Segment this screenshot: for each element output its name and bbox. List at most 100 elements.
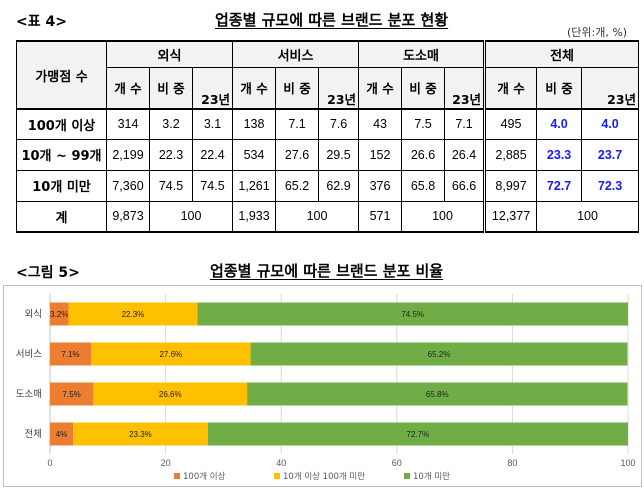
figure-title: 업종별 규모에 따른 브랜드 분포 비율 (210, 262, 444, 280)
table-cell: 138 (232, 108, 277, 140)
row-label: 100개 이상 (16, 108, 107, 140)
legend-swatch (174, 473, 180, 479)
legend-swatch (274, 473, 280, 479)
table-cell: 571 (358, 200, 403, 233)
table-cell: 65.8 (401, 169, 446, 202)
data-label: 3.2% (50, 310, 68, 319)
table-cell: 43 (358, 108, 403, 140)
x-tick-label: 40 (276, 458, 286, 468)
table-cell: 66.6 (444, 169, 486, 202)
data-label: 4% (56, 430, 68, 439)
legend-label: 100개 이상 (183, 471, 226, 482)
sub-header-year: 23년 (318, 66, 360, 110)
table-row: 10개 ~ 99개 2,199 22.3 22.4 534 27.6 29.5 … (16, 138, 640, 171)
x-tick-label: 0 (47, 458, 52, 468)
table-cell: 72.3 (581, 169, 640, 202)
table-cell: 7,360 (106, 169, 150, 202)
sub-header-count: 개 수 (106, 66, 150, 110)
bar-segment (91, 342, 251, 366)
row-label: 10개 ~ 99개 (16, 138, 107, 171)
data-label: 72.7% (407, 430, 430, 439)
bar-segment (197, 302, 628, 326)
table-cell: 72.7 (536, 169, 583, 202)
data-label: 7.1% (61, 350, 79, 359)
x-tick-label: 80 (507, 458, 517, 468)
table-cell: 2,199 (106, 138, 150, 171)
sub-header-count: 개 수 (358, 66, 403, 110)
table-cell: 7.5 (401, 108, 446, 140)
legend-swatch (404, 473, 410, 479)
bar-segment (50, 342, 92, 366)
table-cell: 23.3 (536, 138, 583, 171)
table-cell: 26.6 (401, 138, 446, 171)
bar-segment (50, 422, 74, 446)
sub-header-share: 비 중 (275, 66, 320, 110)
table-cell: 100 (275, 200, 360, 233)
bar-segment (68, 302, 198, 326)
data-label: 23.3% (129, 430, 152, 439)
category-label: 외식 (25, 308, 42, 320)
table-cell: 74.5 (149, 169, 193, 202)
category-label: 서비스 (16, 349, 42, 360)
row-header-cell: 가맹점 수 (16, 40, 107, 110)
legend-label: 10개 미만 (413, 471, 450, 482)
category-label: 도소매 (16, 389, 42, 400)
data-label: 65.8% (426, 390, 449, 399)
bar-segment (73, 422, 208, 446)
category-label: 전체 (25, 429, 42, 440)
row-label: 계 (16, 200, 107, 233)
sub-header-share: 비 중 (401, 66, 446, 110)
bar-segment (247, 382, 628, 406)
table-cell: 4.0 (581, 108, 640, 140)
table-cell: 29.5 (318, 138, 360, 171)
sub-header-year: 23년 (581, 66, 640, 110)
table-cell: 100 (148, 200, 234, 233)
table-cell: 3.1 (191, 108, 234, 140)
row-label: 10개 미만 (16, 169, 107, 202)
table-cell: 314 (106, 108, 150, 140)
table-row: 100개 이상 314 3.2 3.1 138 7.1 7.6 43 7.5 7… (16, 108, 640, 140)
data-label: 7.5% (63, 390, 81, 399)
table-cell: 62.9 (318, 169, 360, 202)
table-caption: <표 4> (16, 14, 67, 30)
sub-header-count: 개 수 (232, 66, 277, 110)
data-label: 65.2% (428, 350, 451, 359)
group-header-food: 외식 (105, 40, 234, 68)
table-cell: 3.2 (149, 108, 193, 140)
table-cell: 9,873 (106, 200, 150, 233)
table-cell: 7.1 (444, 108, 486, 140)
group-header-total: 전체 (483, 40, 640, 68)
bar-segment (50, 382, 94, 406)
table-cell: 8,997 (483, 169, 538, 202)
table-cell: 23.7 (581, 138, 640, 171)
table-cell: 65.2 (275, 169, 320, 202)
table-cell: 7.1 (275, 108, 320, 140)
data-label: 22.3% (122, 310, 145, 319)
data-label: 74.5% (401, 310, 424, 319)
group-header-retail: 도소매 (358, 40, 486, 68)
table-cell: 1,261 (232, 169, 277, 202)
table-cell: 4.0 (536, 108, 583, 140)
table-cell: 7.6 (318, 108, 360, 140)
table-total-row: 계 9,873 100 1,933 100 571 100 12,377 100 (16, 200, 640, 233)
table-unit: (단위:개, %) (567, 26, 628, 39)
bar-segment (93, 382, 248, 406)
table-cell: 22.3 (149, 138, 193, 171)
x-tick-label: 20 (161, 458, 171, 468)
brand-distribution-table: 가맹점 수 외식 서비스 도소매 전체 개 수 비 중 23년 개 수 비 중 … (16, 40, 640, 233)
table-cell: 2,885 (483, 138, 538, 171)
sub-header-count: 개 수 (483, 66, 538, 110)
table-cell: 27.6 (275, 138, 320, 171)
table-cell: 26.4 (444, 138, 486, 171)
bar-segment (250, 342, 628, 366)
table-cell: 376 (358, 169, 403, 202)
sub-header-year: 23년 (444, 66, 486, 110)
table-title: 업종별 규모에 따른 브랜드 분포 현황 (215, 11, 449, 29)
data-label: 26.6% (159, 390, 182, 399)
table-cell: 100 (401, 200, 486, 233)
table-cell: 100 (536, 200, 640, 233)
sub-header-share: 비 중 (149, 66, 193, 110)
bar-segment (50, 302, 69, 326)
table-cell: 534 (232, 138, 277, 171)
table-cell: 495 (483, 108, 538, 140)
